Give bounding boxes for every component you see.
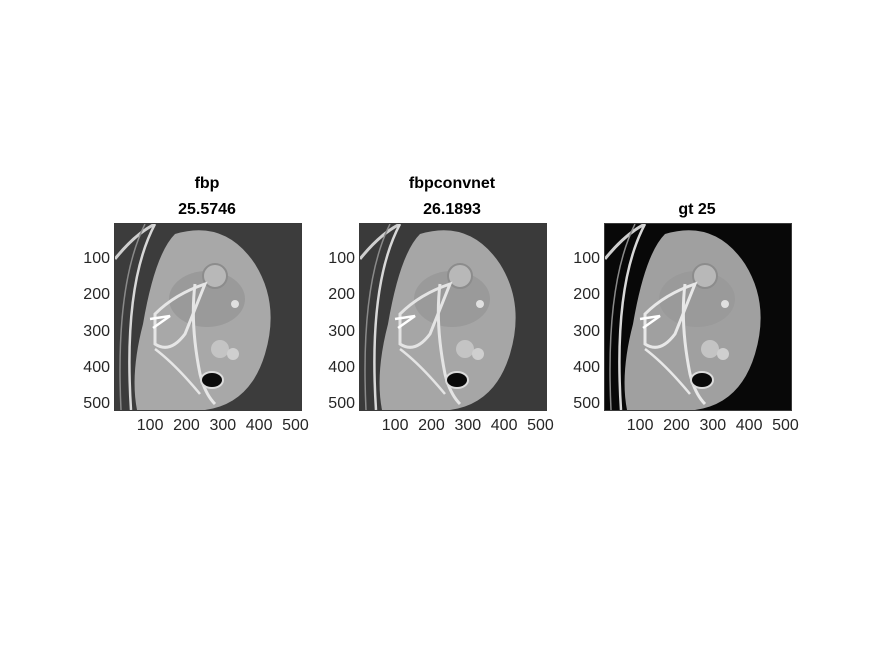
- y-tick-label: 100: [83, 250, 110, 268]
- y-tick-label: 200: [83, 286, 110, 304]
- x-tick-label: 500: [527, 417, 554, 434]
- x-tick-label: 100: [136, 417, 164, 434]
- x-tick-label: 400: [735, 417, 763, 434]
- x-tick-label: 300: [699, 417, 727, 434]
- panel-title-line1: fbp: [194, 175, 220, 192]
- x-tick-label: 500: [772, 417, 799, 434]
- y-tick-label: 400: [328, 359, 355, 377]
- x-tick-label: 100: [626, 417, 654, 434]
- x-tick-label: 400: [490, 417, 518, 434]
- y-tick-label: 500: [83, 395, 110, 413]
- x-tick-label: 200: [418, 417, 445, 434]
- x-tick-label: 400: [245, 417, 273, 434]
- y-tick-label: 200: [573, 286, 600, 304]
- panel-title-line1: fbpconvnet: [408, 175, 496, 192]
- x-tick-label: 300: [454, 417, 482, 434]
- y-tick-label: 100: [328, 250, 355, 268]
- y-tick-label: 400: [573, 359, 600, 377]
- y-tick-label: 500: [328, 395, 355, 413]
- y-tick-label: 200: [328, 286, 355, 304]
- panel-title-line2: 26.1893: [423, 201, 481, 218]
- x-tick-label: 200: [663, 417, 690, 434]
- y-tick-label: 300: [328, 322, 355, 340]
- x-tick-label: 500: [282, 417, 309, 434]
- x-tick-label: 300: [209, 417, 237, 434]
- y-tick-label: 500: [573, 395, 600, 413]
- y-tick-label: 400: [83, 359, 110, 377]
- panel-title-line2: gt 25: [678, 201, 716, 218]
- panel-title-line2: 25.5746: [178, 201, 236, 218]
- y-tick-label: 300: [573, 322, 600, 340]
- x-tick-label: 100: [381, 417, 409, 434]
- y-tick-label: 300: [83, 322, 110, 340]
- y-tick-label: 100: [573, 250, 600, 268]
- ct-image-gt: [604, 223, 792, 411]
- ct-image-fbpconvnet: [359, 223, 547, 411]
- x-tick-label: 200: [173, 417, 200, 434]
- ct-image-fbp: [114, 223, 302, 411]
